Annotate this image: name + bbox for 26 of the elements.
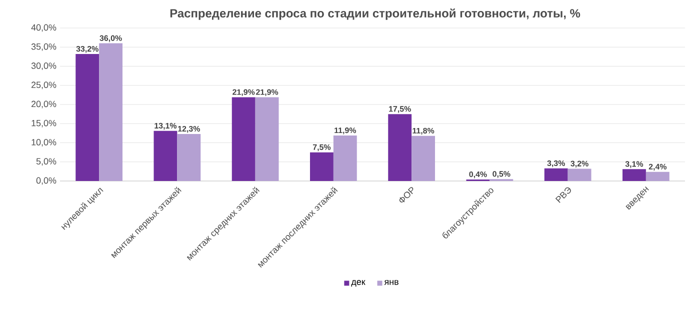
y-tick-label: 5,0% (36, 158, 56, 166)
bar (622, 169, 646, 181)
bar (412, 136, 436, 181)
bar (177, 134, 201, 181)
y-tick-label: 20,0% (32, 100, 56, 108)
bar (99, 43, 122, 181)
bar (232, 97, 256, 181)
bar (154, 130, 178, 181)
bar (568, 168, 592, 181)
bar (646, 172, 670, 181)
bar (333, 135, 357, 181)
legend-label: дек (351, 280, 366, 287)
chart-title: Распределение спроса по стадии строительной готовности, лоты, % (170, 8, 580, 20)
bar (388, 114, 412, 181)
y-tick-label: 35,0% (31, 43, 56, 51)
y-tick-label: 10,0% (32, 139, 56, 146)
bar (76, 54, 100, 181)
y-tick-label: 0,0% (36, 177, 56, 185)
bar (255, 97, 279, 181)
y-tick-label: 30,0% (31, 62, 56, 70)
bar (544, 168, 568, 181)
y-tick-label: 15,0% (32, 120, 56, 128)
y-tick-label: 40,0% (31, 24, 56, 32)
legend-label: янв (384, 280, 398, 285)
bar (310, 152, 334, 181)
y-tick-label: 25,0% (32, 82, 56, 90)
